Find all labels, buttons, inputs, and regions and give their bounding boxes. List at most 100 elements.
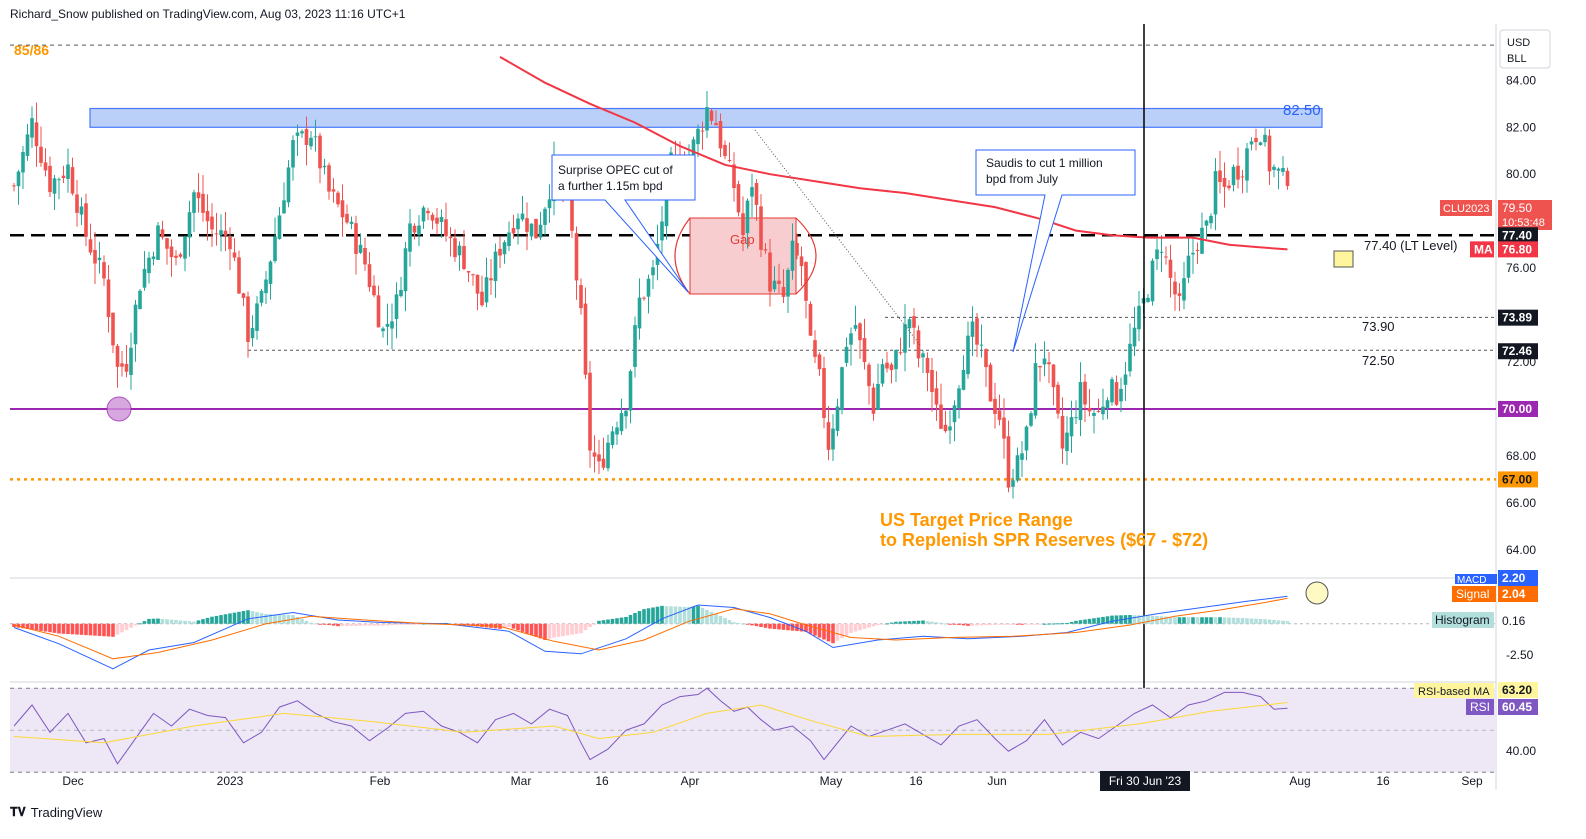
- histogram-bar: [1209, 617, 1213, 624]
- histogram-bar: [678, 606, 682, 624]
- histogram-bar: [880, 623, 885, 625]
- candle-body: [138, 290, 142, 310]
- candle-body: [111, 312, 115, 346]
- signal-value-tag: 2.04: [1502, 587, 1526, 601]
- histogram-bar: [786, 623, 790, 631]
- x-tick-label: Aug: [1289, 774, 1310, 788]
- histogram-bar: [21, 623, 25, 629]
- histogram-bar: [1245, 618, 1249, 624]
- histogram-bar: [1078, 620, 1083, 624]
- x-tick-label: 16: [909, 774, 923, 788]
- candle-body: [160, 229, 165, 238]
- histogram-bar: [322, 623, 327, 625]
- price-layer: [12, 56, 1290, 499]
- histogram-bar: [120, 623, 124, 633]
- histogram-bar: [633, 613, 637, 624]
- price-tag-bg: [1498, 309, 1538, 326]
- gap-arc-left: [674, 217, 691, 295]
- histogram-bar: [718, 616, 723, 624]
- price-tag: 70.00: [1502, 402, 1532, 416]
- histogram-bar: [1231, 617, 1236, 624]
- signal-value-tag-bg: [1498, 586, 1538, 602]
- candle-body: [799, 256, 804, 267]
- candle-body: [88, 239, 93, 253]
- candle-body: [1254, 137, 1258, 143]
- histogram-bar: [651, 607, 655, 624]
- histogram-bar: [889, 622, 894, 624]
- candle-body: [601, 458, 606, 468]
- rsi-band: [10, 688, 1496, 773]
- x-tick-label: Mar: [511, 774, 532, 788]
- histogram-bar: [745, 623, 750, 625]
- histogram-bar: [52, 623, 57, 633]
- candle-body: [1195, 249, 1200, 251]
- candle-body: [610, 431, 615, 445]
- macd-highlight-circle: [1305, 581, 1329, 605]
- candle-body: [223, 230, 228, 236]
- histogram-bar: [511, 623, 516, 629]
- histogram-bar: [264, 614, 268, 624]
- currency-box: [1499, 29, 1551, 69]
- histogram-bar: [664, 606, 669, 624]
- candle-body: [835, 406, 840, 431]
- histogram-bar: [313, 623, 318, 625]
- histogram-bar: [970, 623, 975, 626]
- candle-body: [1285, 170, 1290, 186]
- candle-body: [1191, 252, 1195, 255]
- candle-body: [156, 225, 160, 260]
- histogram-bar: [844, 623, 849, 636]
- histogram-bar: [219, 615, 223, 624]
- histogram-bar: [1146, 615, 1150, 624]
- histogram-bar: [1159, 616, 1164, 624]
- histogram-bar: [196, 620, 201, 624]
- histogram-bar: [750, 623, 754, 626]
- candle-body: [1186, 255, 1191, 278]
- histogram-bar: [390, 623, 394, 626]
- candle-body: [273, 236, 277, 262]
- histogram-bar: [867, 623, 871, 628]
- rsi-value-tag: 60.45: [1502, 700, 1532, 714]
- candle-body: [957, 388, 961, 408]
- histogram-bar: [988, 623, 993, 626]
- candle-body: [241, 293, 246, 298]
- moving-average-line: [499, 56, 1288, 251]
- brand-label: TradingView: [30, 805, 103, 820]
- candle-body: [1047, 362, 1051, 365]
- histogram-bar: [984, 623, 988, 626]
- histogram-bar: [165, 619, 169, 624]
- rsi-value-tag-bg: [1498, 699, 1538, 715]
- tradingview-brand[interactable]: 𝐓𝐕 TradingView: [10, 805, 102, 820]
- histogram-bar: [1272, 620, 1276, 624]
- candle-body: [1092, 412, 1096, 416]
- histogram-bar: [574, 623, 579, 634]
- rsi-ma-tag-bg: [1414, 683, 1494, 698]
- histogram-bar: [340, 623, 345, 627]
- histogram-bar: [1173, 617, 1177, 624]
- candle-body: [916, 330, 921, 359]
- candle-body: [1137, 305, 1141, 330]
- histogram-bar: [277, 614, 282, 624]
- candle-body: [763, 249, 768, 251]
- candle-body: [970, 321, 975, 337]
- histogram-bar: [1249, 618, 1254, 624]
- candle-body: [169, 246, 174, 258]
- candle-body: [633, 325, 637, 367]
- rsi-tag: RSI: [1470, 700, 1490, 714]
- histogram-bar: [727, 620, 732, 624]
- histogram-bar: [111, 623, 115, 637]
- histogram-bar: [1069, 621, 1074, 624]
- histogram-bar: [1015, 623, 1020, 625]
- candle-body: [849, 333, 853, 345]
- candle-body: [322, 165, 327, 168]
- rsi-tag-bg: [1466, 699, 1494, 715]
- candle-body: [975, 318, 979, 345]
- histogram-bar: [813, 623, 817, 636]
- level-73-90-label: 73.90: [1362, 319, 1395, 334]
- candle-body: [921, 353, 925, 358]
- candle-body: [1272, 166, 1276, 170]
- histogram-bar: [1191, 617, 1195, 624]
- countdown-label: 10:53:48: [1502, 217, 1545, 229]
- candle-body: [592, 452, 597, 457]
- candle-body: [336, 192, 340, 205]
